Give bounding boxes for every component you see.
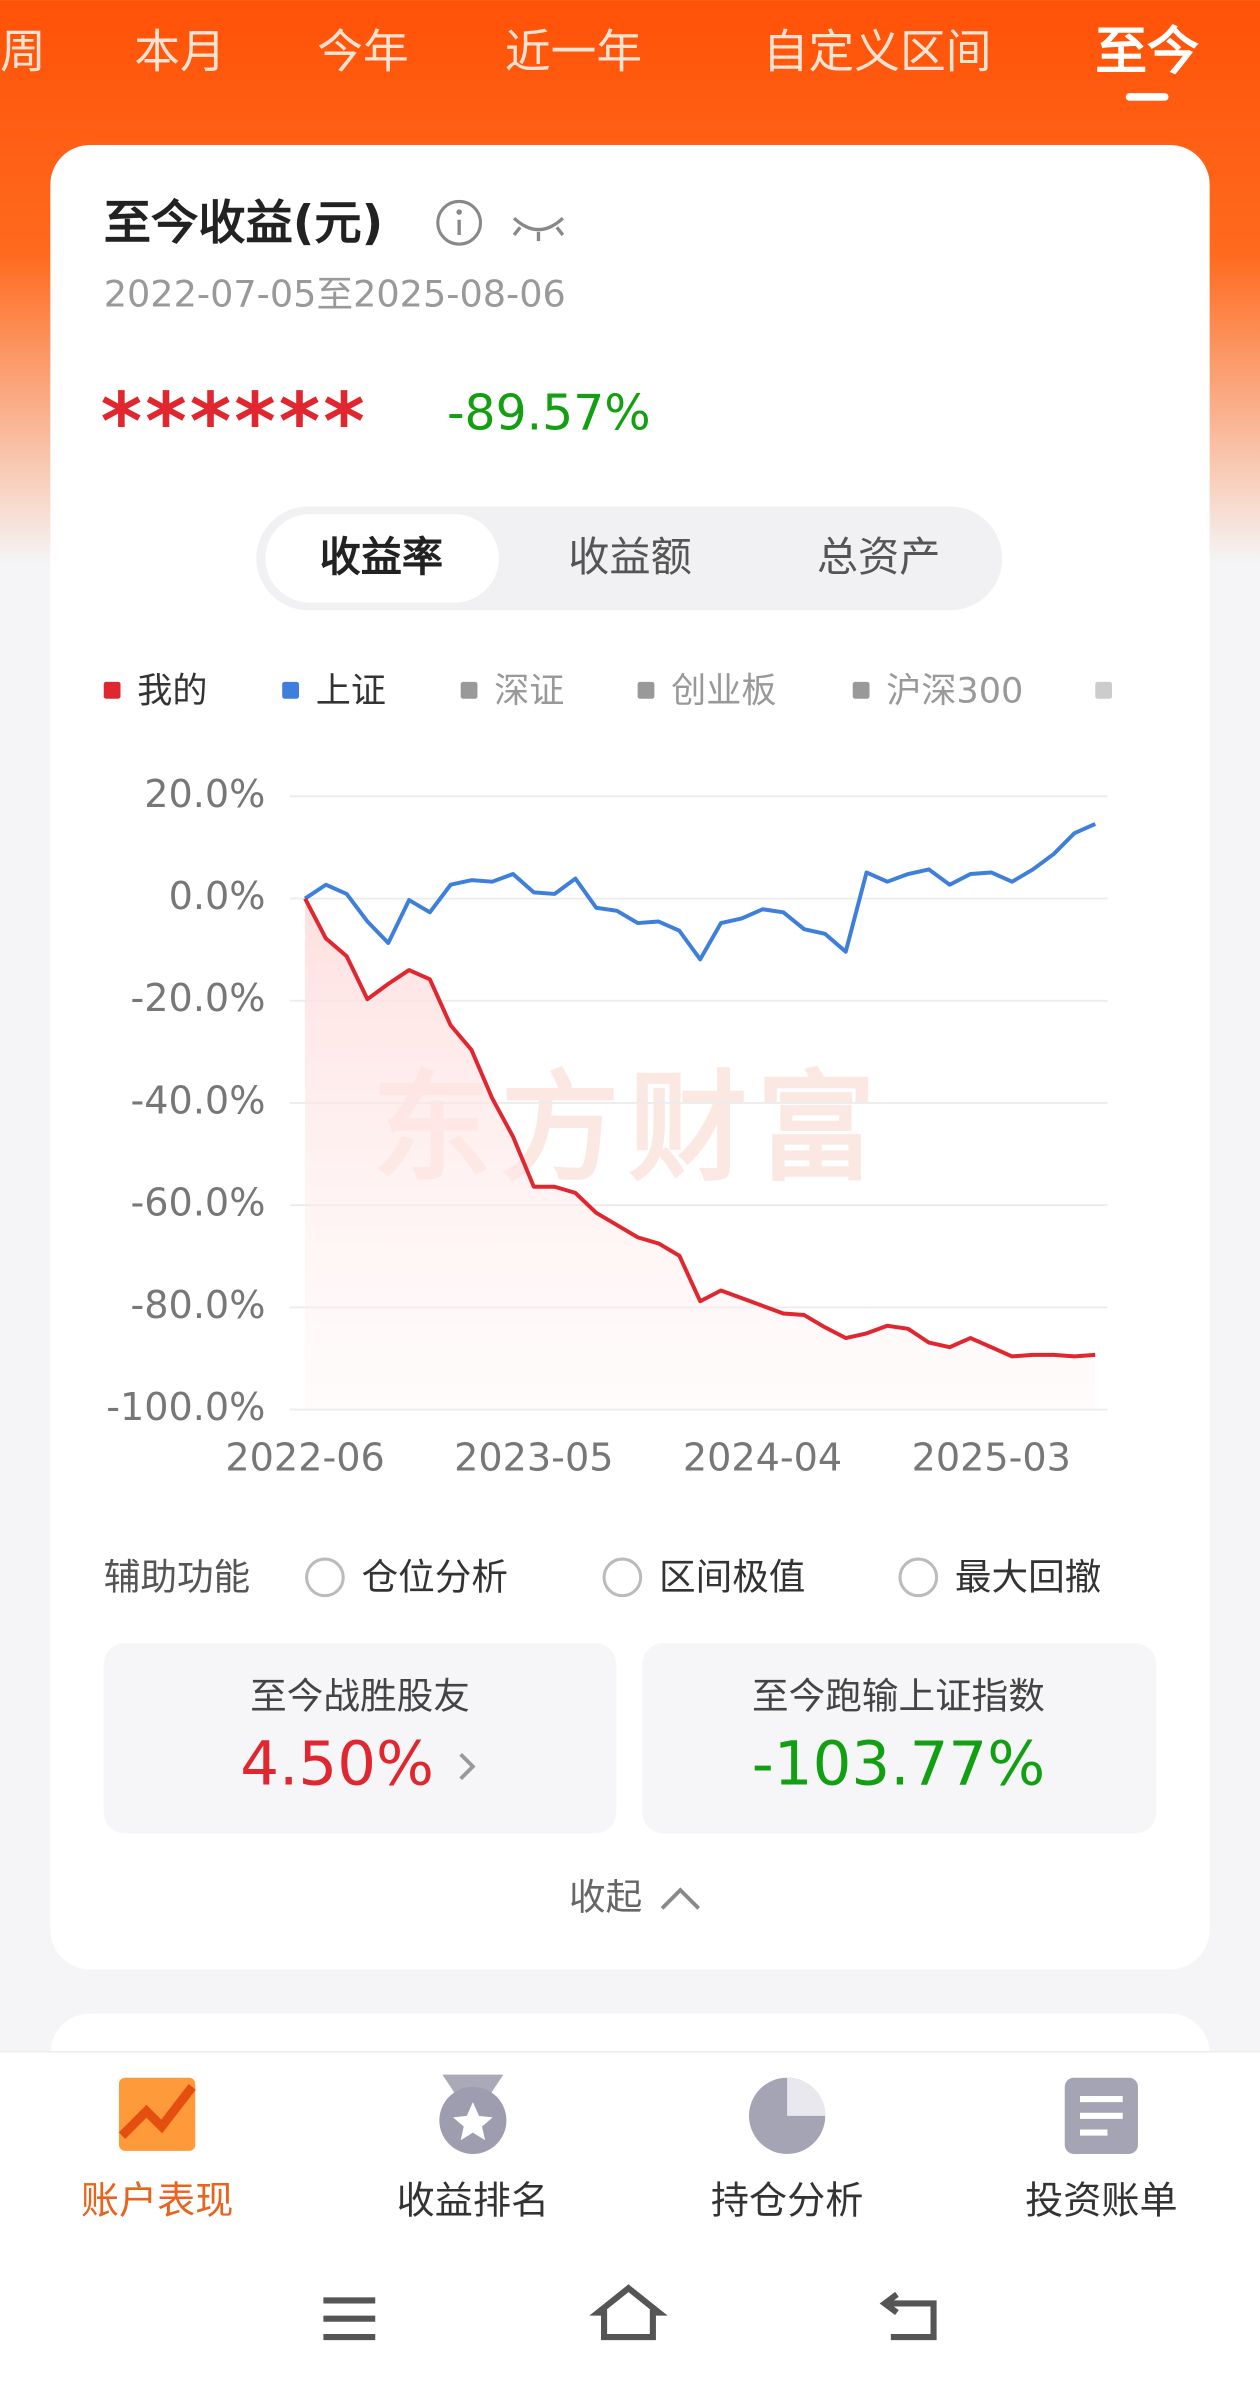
stat-label: 至今跑输上证指数: [752, 1674, 1045, 1717]
legend-swatch: [1095, 681, 1113, 699]
stat-value: 4.50%: [240, 1729, 434, 1800]
legend-swatch: [282, 681, 299, 699]
series-area: [305, 898, 1096, 1410]
x-tick-label: 2022-06: [225, 1435, 384, 1479]
y-tick-label: -20.0%: [131, 976, 266, 1020]
date-range: 2022-07-05至2025-08-06: [104, 273, 566, 316]
eye-toggle[interactable]: [512, 216, 565, 242]
segment-option[interactable]: 收益额: [568, 533, 692, 581]
legend-swatch: [103, 681, 121, 699]
series-line: [303, 897, 1096, 1359]
tool-option[interactable]: 最大回撤: [955, 1555, 1101, 1598]
nav-icon-holdings: [748, 2077, 826, 2154]
tools-label: 辅助功能: [104, 1555, 250, 1598]
segment-option[interactable]: 收益率: [320, 533, 444, 581]
legend-swatch: [460, 681, 478, 699]
legend-label[interactable]: 我的: [137, 671, 207, 712]
period-tab[interactable]: 本月: [134, 25, 226, 78]
y-tick-label: 0.0%: [169, 874, 266, 918]
legend-swatch: [637, 681, 655, 699]
system-nav: [323, 2284, 937, 2341]
period-tab[interactable]: 自定义区间: [763, 25, 992, 78]
y-tick-label: -40.0%: [131, 1078, 266, 1122]
period-tab[interactable]: 近一年: [505, 25, 642, 78]
collapse-button[interactable]: 收起: [569, 1876, 642, 1919]
legend-swatch: [852, 681, 870, 699]
y-tick-label: -60.0%: [131, 1181, 266, 1225]
tool-option[interactable]: 仓位分析: [362, 1555, 508, 1598]
period-tabs: 周 本月 今年 近一年 自定义区间 至今: [0, 22, 1199, 101]
y-tick-label: 20.0%: [144, 772, 265, 816]
period-tab[interactable]: 周: [0, 25, 46, 78]
legend-label[interactable]: 创业板: [671, 671, 776, 712]
y-tick-label: -80.0%: [131, 1283, 266, 1327]
tool-option[interactable]: 区间极值: [659, 1555, 805, 1598]
x-tick-label: 2024-04: [683, 1435, 842, 1479]
nav-icon-performance: [118, 2077, 196, 2151]
radio[interactable]: [602, 1557, 643, 1598]
legend-label[interactable]: 上证: [316, 671, 386, 712]
nav-label[interactable]: 投资账单: [1025, 2178, 1178, 2222]
stat-box[interactable]: [103, 1642, 617, 1834]
period-tab[interactable]: 今年: [317, 25, 409, 78]
home-button[interactable]: [589, 2284, 668, 2341]
x-tick-label: 2025-03: [912, 1435, 1071, 1479]
nav-icon-ranking: [439, 2074, 507, 2154]
chart: 东方财富20.0%0.0%-20.0%-40.0%-60.0%-80.0%-10…: [103, 671, 1113, 1479]
segment-option[interactable]: 总资产: [817, 533, 941, 581]
nav-label[interactable]: 收益排名: [397, 2178, 550, 2222]
radio[interactable]: [305, 1557, 345, 1598]
card-title: 至今收益(元): [104, 196, 384, 251]
segment-active: [265, 514, 499, 603]
nav-label[interactable]: 持仓分析: [711, 2178, 864, 2222]
nav-label[interactable]: 账户表现: [81, 2178, 234, 2222]
back-button[interactable]: [879, 2291, 937, 2341]
chevron-right: [459, 1752, 476, 1781]
x-tick-label: 2023-05: [454, 1435, 613, 1479]
stat-value: -103.77%: [752, 1729, 1045, 1800]
tab-underline: [1125, 93, 1169, 101]
menu-button[interactable]: [323, 2297, 376, 2341]
stat-box: [642, 1642, 1157, 1834]
chevron-up: [660, 1887, 700, 1910]
y-tick-label: -100.0%: [106, 1385, 265, 1429]
series-line: [303, 822, 1097, 962]
return-rate: -89.57%: [447, 385, 651, 442]
legend-label[interactable]: 沪深300: [886, 671, 1023, 712]
masked-amount: ******: [101, 375, 368, 468]
legend-label[interactable]: 深证: [494, 671, 564, 712]
info-icon[interactable]: [436, 199, 483, 246]
radio[interactable]: [898, 1557, 939, 1598]
nav-icon-bill: [1064, 2077, 1138, 2154]
stat-label: 至今战胜股友: [250, 1674, 470, 1717]
period-tab[interactable]: 至今: [1095, 22, 1199, 82]
